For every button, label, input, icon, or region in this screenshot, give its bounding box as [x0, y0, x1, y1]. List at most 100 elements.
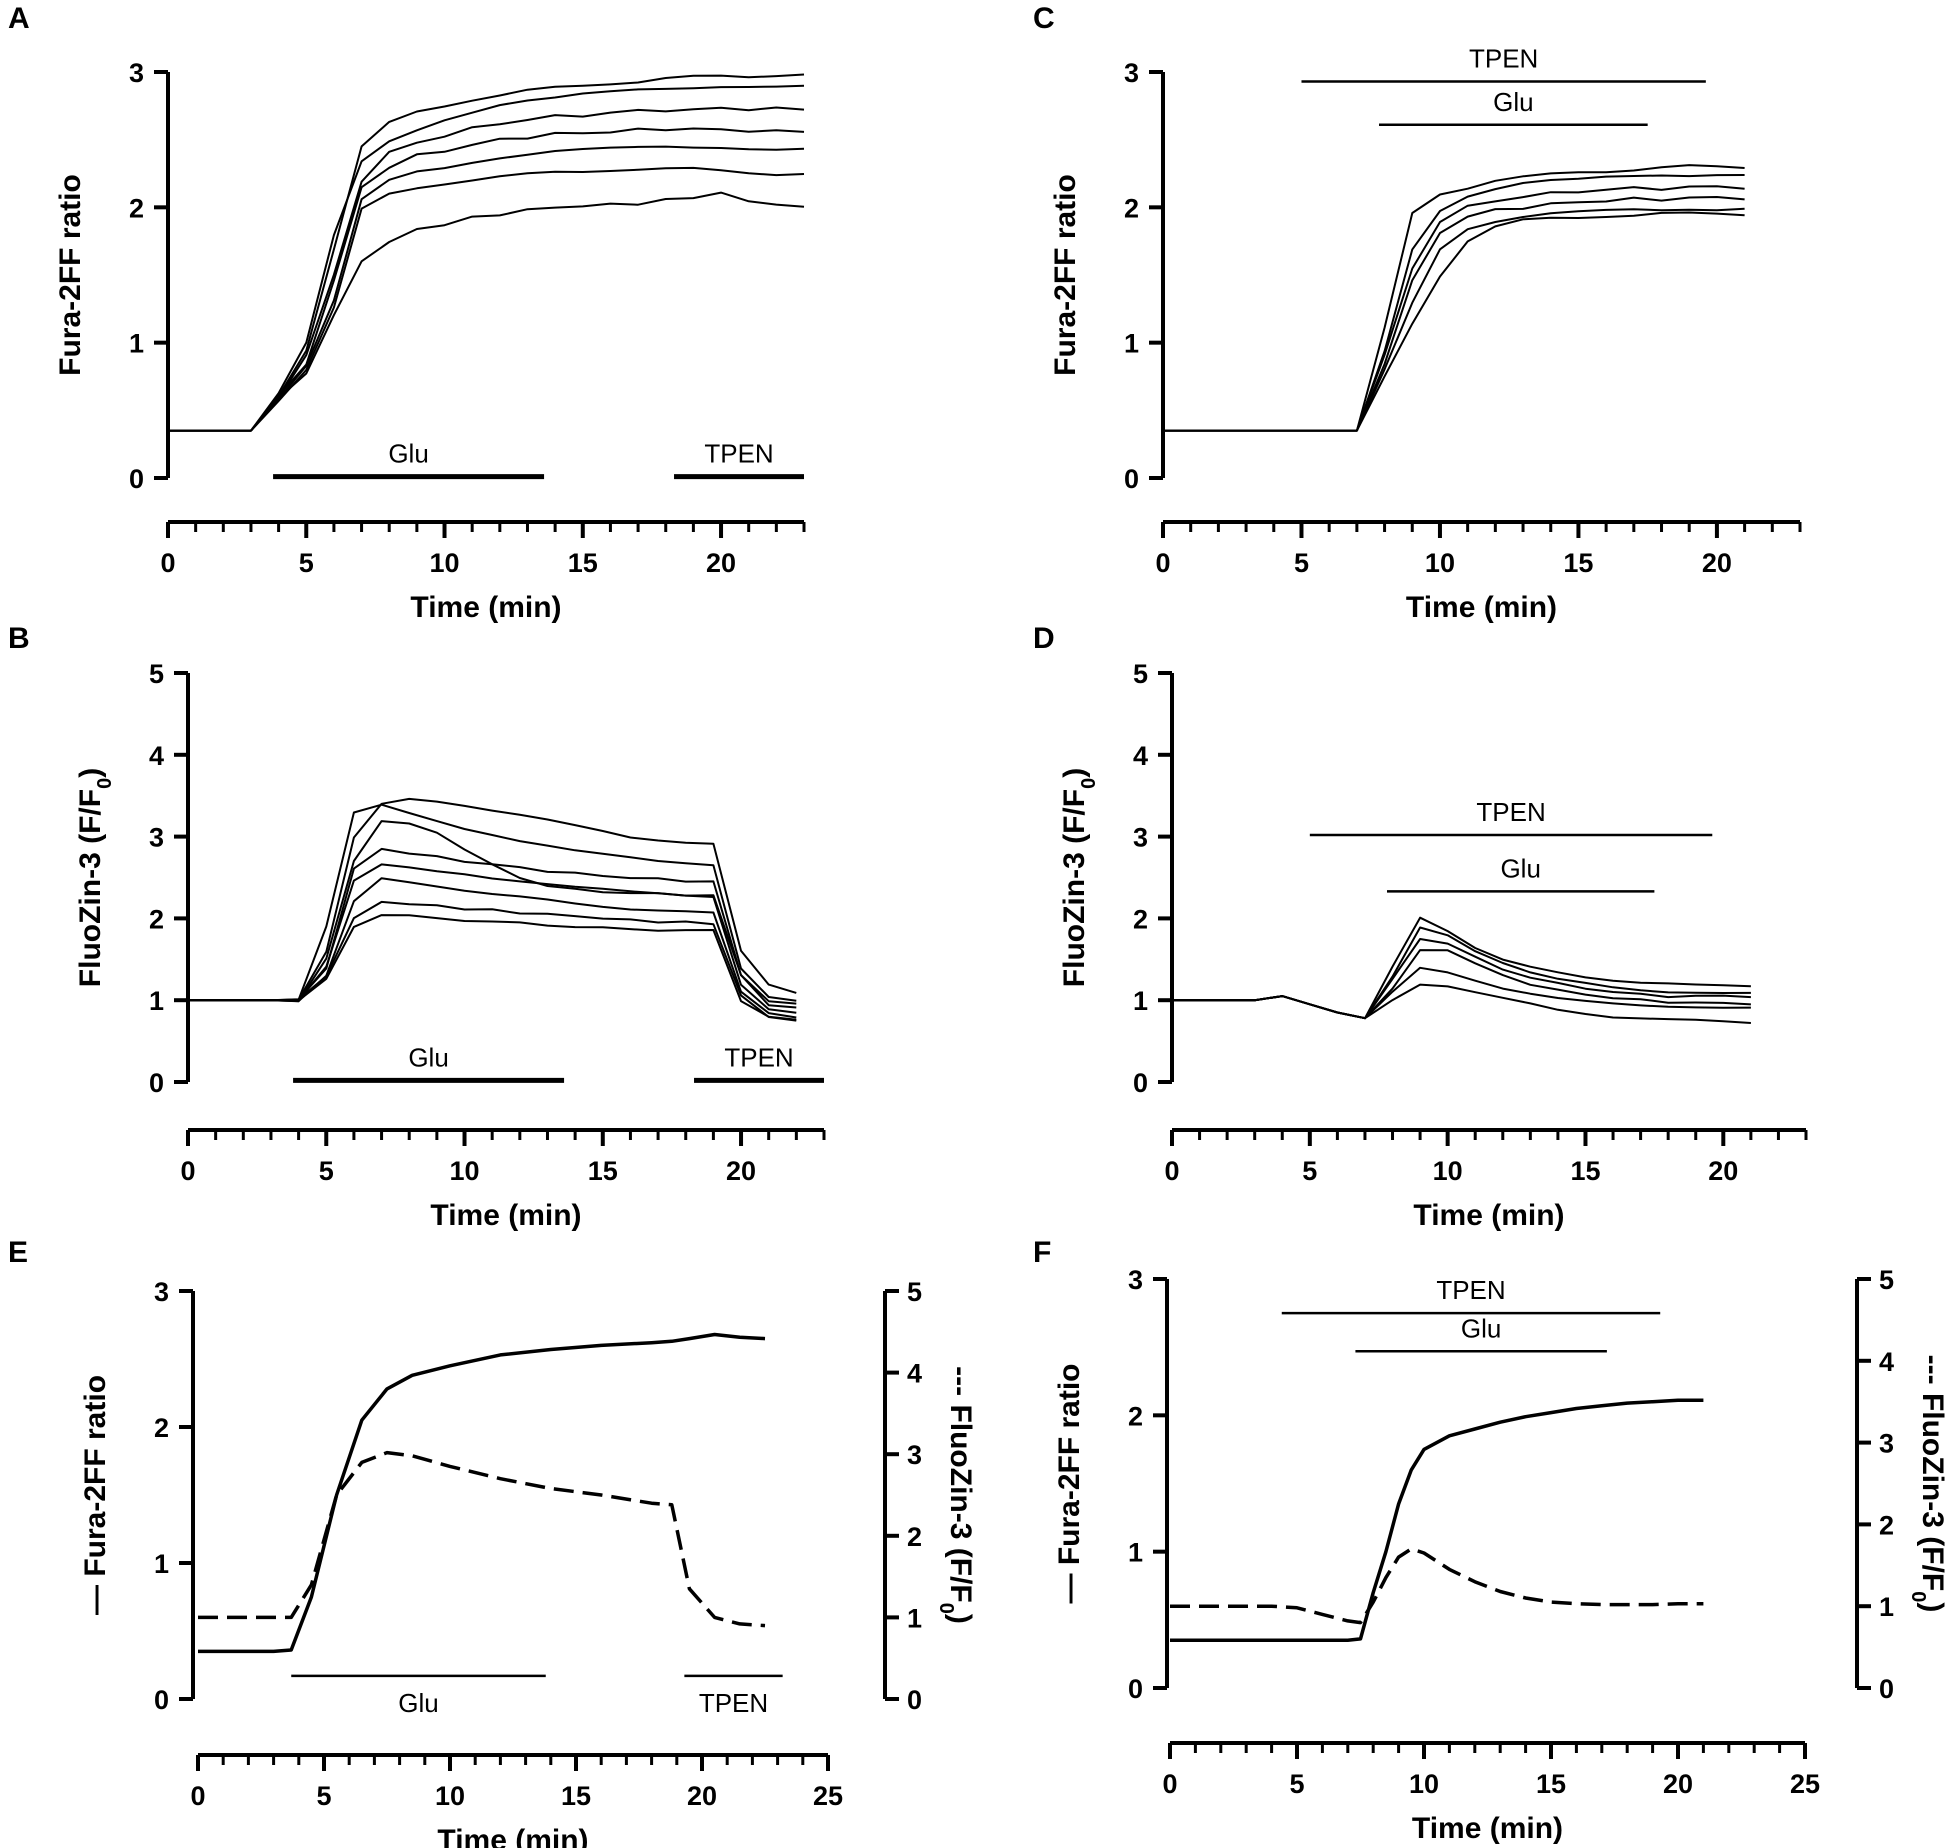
y-tick-label: 2 — [1124, 193, 1139, 223]
series-line — [168, 145, 805, 432]
series-line — [188, 914, 797, 1021]
treatment-bar-label: Glu — [388, 439, 428, 469]
x-tick-label: 10 — [449, 1156, 479, 1186]
series-line — [198, 1450, 766, 1628]
x-tick-label: 10 — [1425, 548, 1455, 578]
panel-label: C — [1033, 2, 1055, 35]
series-line — [1163, 207, 1745, 432]
x-tick-label: 5 — [319, 1156, 334, 1186]
y-right-tick-label: 5 — [907, 1277, 922, 1307]
series-line — [1170, 1547, 1704, 1625]
x-tick-label: 25 — [813, 1781, 843, 1811]
y-tick-label: 0 — [1133, 1068, 1148, 1098]
x-tick-label: 15 — [1536, 1769, 1566, 1799]
series-line — [1170, 1398, 1704, 1643]
y-right-tick-label: 3 — [907, 1440, 922, 1470]
x-tick-label: 5 — [299, 548, 314, 578]
treatment-bar-label: TPEN — [724, 1042, 793, 1072]
panel-label: B — [8, 622, 30, 655]
series-line — [1163, 196, 1745, 432]
y-axis-label: — Fura-2FF ratio — [79, 1375, 112, 1615]
y-tick-label: 0 — [1124, 464, 1139, 494]
x-tick-label: 0 — [1164, 1156, 1179, 1186]
y-tick-label: 4 — [149, 741, 164, 771]
y-tick-label: 0 — [149, 1068, 164, 1098]
x-tick-label: 0 — [1155, 548, 1170, 578]
x-axis-label: Time (min) — [410, 591, 561, 624]
chart-panel-F: F 0 1 2 3 — Fura-2FF ratio 0 1 2 3 4 5 --- FluoZin-3… — [1033, 1236, 1949, 1845]
panel-label: F — [1033, 1236, 1051, 1269]
y-right-tick-label: 2 — [907, 1522, 922, 1552]
treatment-bar-label: Glu — [408, 1042, 448, 1072]
treatment-bar-label: TPEN — [1469, 43, 1538, 73]
x-tick-label: 0 — [190, 1781, 205, 1811]
x-tick-label: 20 — [687, 1781, 717, 1811]
series-line — [168, 127, 805, 432]
y-tick-label: 1 — [149, 986, 164, 1016]
y-right-tick-label: 4 — [1879, 1347, 1894, 1377]
x-tick-label: 15 — [568, 548, 598, 578]
treatment-bar-label: Glu — [398, 1688, 438, 1718]
x-tick-label: 20 — [706, 548, 736, 578]
y-axis-label: Fura-2FF ratio — [1049, 174, 1082, 376]
treatment-bar-label: TPEN — [704, 439, 773, 469]
y-tick-label: 2 — [154, 1413, 169, 1443]
x-tick-label: 10 — [1433, 1156, 1463, 1186]
series-line — [1163, 185, 1745, 432]
y-right-tick-label: 3 — [1879, 1429, 1894, 1459]
series-line — [168, 166, 805, 432]
y-right-tick-label: 0 — [907, 1685, 922, 1715]
x-tick-label: 5 — [1294, 548, 1309, 578]
treatment-bar-label: Glu — [1461, 1313, 1501, 1343]
series-line — [198, 1332, 766, 1654]
treatment-bar-label: Glu — [1500, 853, 1540, 883]
x-tick-label: 5 — [1302, 1156, 1317, 1186]
y-tick-label: 4 — [1133, 741, 1148, 771]
chart-panel-C: C 0 1 2 3 Fura-2FF ratio 0 5 10 15 20 Time (min) TPE… — [1033, 2, 1802, 624]
y-axis-label: FluoZin-3 (F/F0) — [74, 768, 116, 987]
y-tick-label: 3 — [149, 823, 164, 853]
chart-panel-B: B 0 1 2 3 4 5 FluoZin-3 (F/F0) 0 5 10 15 20 Time (min… — [8, 622, 826, 1232]
series-line — [1163, 211, 1745, 432]
chart-panel-A: A 0 1 2 3 Fura-2FF ratio 0 5 10 15 20 Time (min) Glu… — [8, 2, 806, 624]
y-tick-label: 3 — [154, 1277, 169, 1307]
x-tick-label: 0 — [180, 1156, 195, 1186]
x-tick-label: 5 — [316, 1781, 331, 1811]
y-tick-label: 3 — [1133, 823, 1148, 853]
y-right-tick-label: 5 — [1879, 1265, 1894, 1295]
x-tick-label: 20 — [1663, 1769, 1693, 1799]
x-tick-label: 0 — [160, 548, 175, 578]
series-line — [1172, 926, 1751, 1020]
x-tick-label: 10 — [1409, 1769, 1439, 1799]
series-line — [188, 797, 797, 1002]
y-axis-right-label: --- FluoZin-3 (F/F0) — [1907, 1355, 1949, 1613]
y-axis-label: Fura-2FF ratio — [54, 174, 87, 376]
y-tick-label: 0 — [1128, 1674, 1143, 1704]
x-tick-label: 15 — [588, 1156, 618, 1186]
y-tick-label: 3 — [1128, 1265, 1143, 1295]
x-tick-label: 25 — [1790, 1769, 1820, 1799]
series-line — [1172, 983, 1751, 1024]
y-axis-label: FluoZin-3 (F/F0) — [1058, 768, 1100, 987]
x-tick-label: 5 — [1289, 1769, 1304, 1799]
treatment-bar-label: TPEN — [1476, 797, 1545, 827]
y-tick-label: 5 — [149, 659, 164, 689]
y-tick-label: 3 — [1124, 58, 1139, 88]
y-right-tick-label: 1 — [907, 1603, 922, 1633]
y-right-tick-label: 0 — [1879, 1674, 1894, 1704]
series-line — [188, 863, 797, 1014]
panel-label: A — [8, 2, 30, 35]
series-line — [188, 900, 797, 1022]
y-tick-label: 5 — [1133, 659, 1148, 689]
y-axis-right-label: --- FluoZin-3 (F/F0) — [935, 1366, 977, 1624]
y-tick-label: 2 — [1128, 1401, 1143, 1431]
y-axis-label: — Fura-2FF ratio — [1053, 1363, 1086, 1603]
treatment-bar-label: Glu — [1493, 87, 1533, 117]
y-right-tick-label: 1 — [1879, 1592, 1894, 1622]
panel-label: E — [8, 1236, 28, 1269]
x-tick-label: 20 — [1702, 548, 1732, 578]
x-tick-label: 15 — [1563, 548, 1593, 578]
series-line — [168, 73, 805, 432]
y-tick-label: 1 — [129, 329, 144, 359]
